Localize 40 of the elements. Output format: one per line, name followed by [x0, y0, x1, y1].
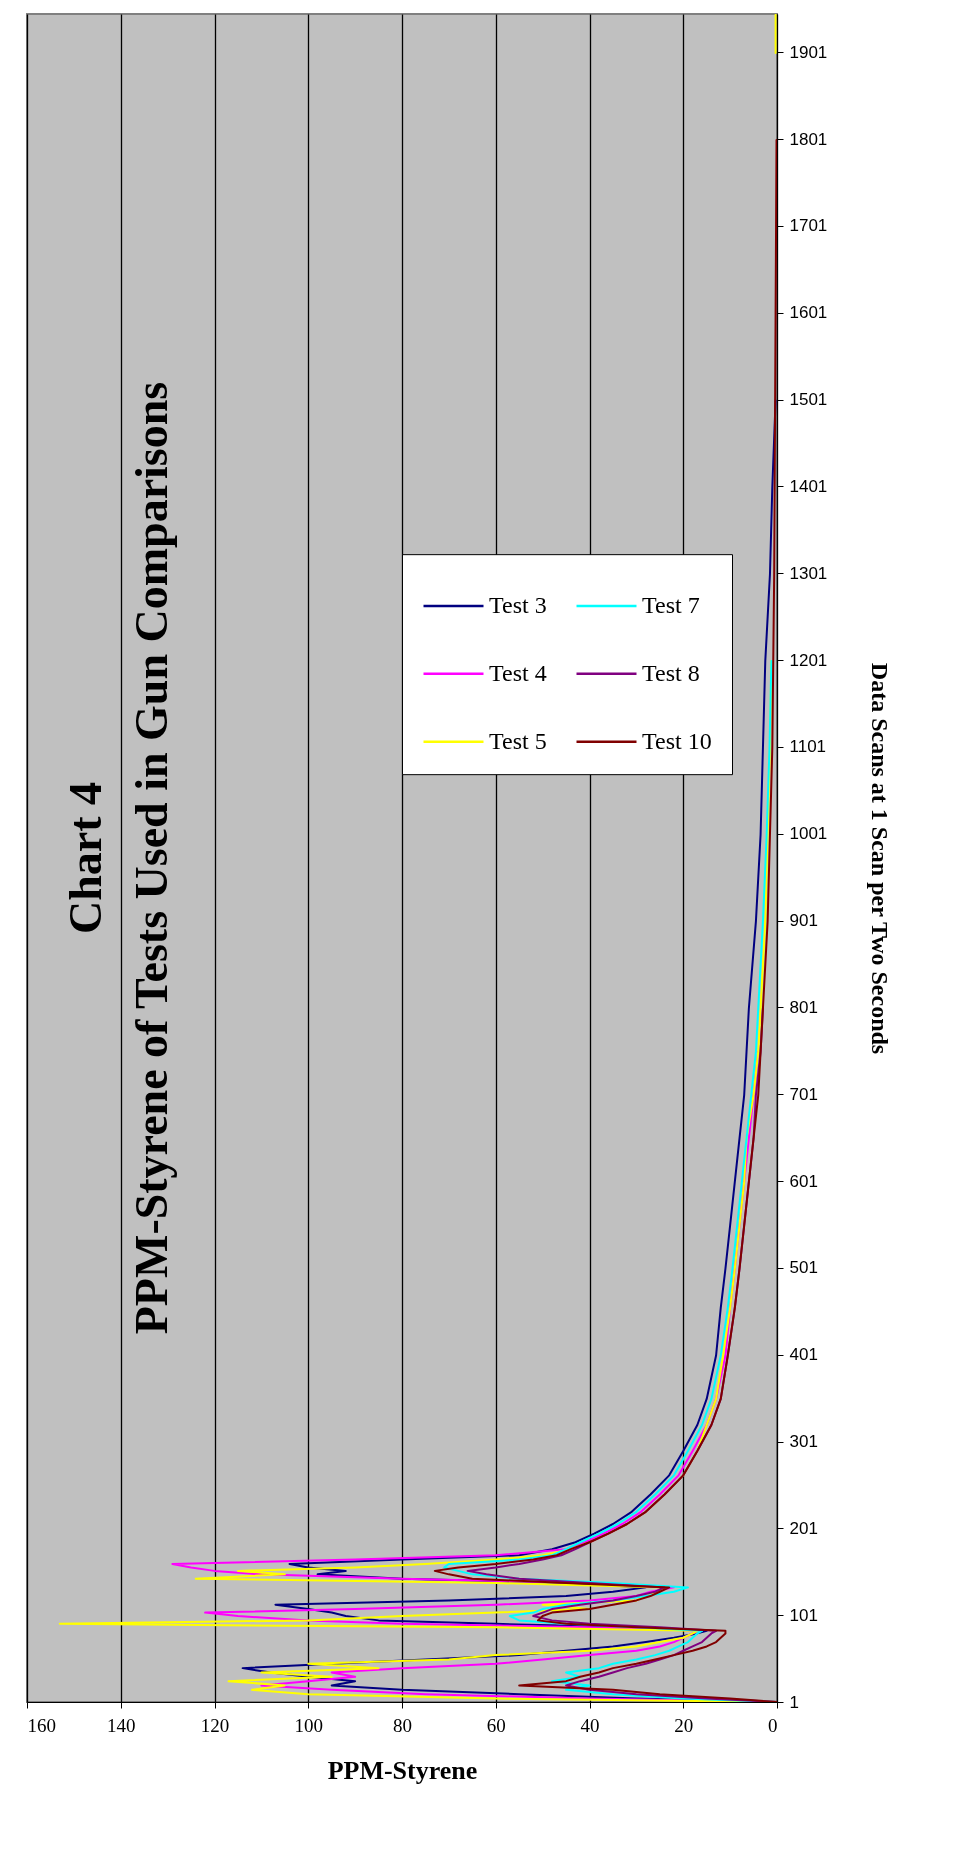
- y-tick-label: 1401: [789, 476, 828, 496]
- y-tick-label: 401: [789, 1345, 818, 1365]
- y-tick-label: 1501: [789, 390, 828, 410]
- legend-label: Test 8: [642, 659, 700, 686]
- x-tick-label: 60: [486, 1714, 506, 1736]
- x-tick-label: 100: [294, 1714, 323, 1736]
- y-tick-label: 1601: [789, 303, 828, 323]
- y-tick-label: 101: [789, 1605, 818, 1625]
- legend-label: Test 3: [489, 591, 547, 618]
- text: PPM-Styrene of Tests Used in Gun Comparisons: [125, 381, 177, 1335]
- legend-label: Test 4: [489, 659, 547, 686]
- x-tick-label: 80: [393, 1714, 412, 1736]
- y-tick-label: 1001: [789, 824, 828, 844]
- y-tick-label: 1801: [789, 129, 828, 149]
- line-series: [433, 138, 777, 1702]
- y-tick-label: 1201: [789, 650, 828, 670]
- y-tick-label: 601: [789, 1171, 818, 1191]
- legend-label: Test 5: [489, 727, 547, 754]
- legend-label: Test 7: [642, 591, 700, 618]
- y-tick-label: 701: [789, 1084, 818, 1104]
- y-tick-label: 801: [789, 997, 818, 1017]
- y-tick-label: 1301: [789, 563, 828, 583]
- y-tick-label: 501: [789, 1258, 818, 1278]
- legend-label: Test 10: [642, 727, 712, 754]
- y-tick-label: 1101: [789, 737, 827, 757]
- y-axis-title: Data Scans at 1 Scan per Two Seconds: [867, 662, 894, 1055]
- x-tick-label: 40: [580, 1714, 600, 1736]
- x-axis-title: PPM-Styrene: [327, 1755, 478, 1785]
- y-tick-label: 901: [789, 911, 818, 931]
- y-tick-label: 1: [789, 1692, 799, 1712]
- y-tick-label: 1901: [789, 42, 828, 62]
- x-tick-label: 120: [200, 1714, 230, 1736]
- y-tick-label: 201: [789, 1518, 818, 1538]
- y-tick-label: 1701: [789, 216, 828, 236]
- x-tick-label: 0: [768, 1714, 778, 1736]
- x-tick-label: 160: [27, 1714, 56, 1736]
- x-tick-label: 20: [674, 1714, 694, 1736]
- x-tick-label: 140: [107, 1714, 136, 1736]
- text: Chart 4: [59, 781, 111, 935]
- y-tick-label: 301: [789, 1432, 818, 1452]
